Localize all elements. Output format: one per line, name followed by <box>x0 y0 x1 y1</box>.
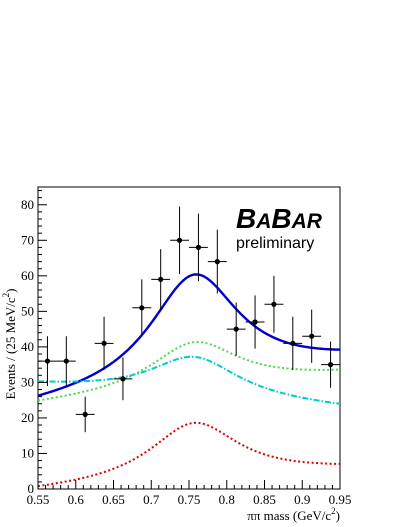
data-point <box>309 333 315 339</box>
y-tick-label: 40 <box>21 339 34 354</box>
fit-curves <box>37 273 341 488</box>
x-tick-label: 0.6 <box>68 492 85 507</box>
y-tick-label: 60 <box>21 268 34 283</box>
curve-green <box>37 340 341 402</box>
x-tick-label: 0.95 <box>329 492 352 507</box>
x-tick-label: 0.55 <box>27 492 50 507</box>
data-point <box>233 326 239 332</box>
x-axis-title: ππ mass (GeV/c2) <box>247 506 340 523</box>
data-point <box>195 244 202 250</box>
curve-red <box>37 421 341 488</box>
y-tick-label: 50 <box>21 303 34 318</box>
y-tick-label: 70 <box>21 232 34 247</box>
x-tick-label: 0.65 <box>102 492 125 507</box>
x-tick-label: 0.7 <box>143 492 160 507</box>
data-point <box>139 305 145 311</box>
data-point <box>63 358 69 364</box>
x-tick-label: 0.8 <box>219 492 235 507</box>
curve-total <box>37 273 341 397</box>
y-tick-label: 20 <box>21 410 34 425</box>
x-tick-label: 0.75 <box>178 492 201 507</box>
data-point <box>290 340 296 346</box>
y-tick-label: 80 <box>21 197 34 212</box>
data-point <box>101 340 107 346</box>
data-point <box>120 376 126 382</box>
axes: 0.55 0.6 0.65 0.7 0.75 0.8 0.85 0.9 0.95 0 10 20 30 4… <box>21 190 352 507</box>
data-point <box>176 237 183 243</box>
curve-cyan <box>37 355 341 405</box>
x-tick-label: 0.9 <box>294 492 310 507</box>
y-axis-title: Events / (25 MeV/c2) <box>1 288 18 399</box>
svg-text:BABAR: BABAR <box>236 203 323 234</box>
logo-subtitle: preliminary <box>236 235 314 252</box>
data-point <box>44 358 51 364</box>
data-point <box>252 319 258 325</box>
data-point <box>214 259 220 265</box>
y-tick-label: 10 <box>21 445 34 460</box>
y-tick-label: 30 <box>21 374 34 389</box>
data-point <box>271 301 277 307</box>
y-tick-label: 0 <box>28 481 35 496</box>
data-point <box>327 362 334 368</box>
x-tick-label: 0.85 <box>253 492 276 507</box>
data-point <box>158 276 164 282</box>
data-points <box>38 206 340 433</box>
data-point <box>82 411 88 417</box>
babar-logo: BABAR preliminary <box>236 203 323 252</box>
